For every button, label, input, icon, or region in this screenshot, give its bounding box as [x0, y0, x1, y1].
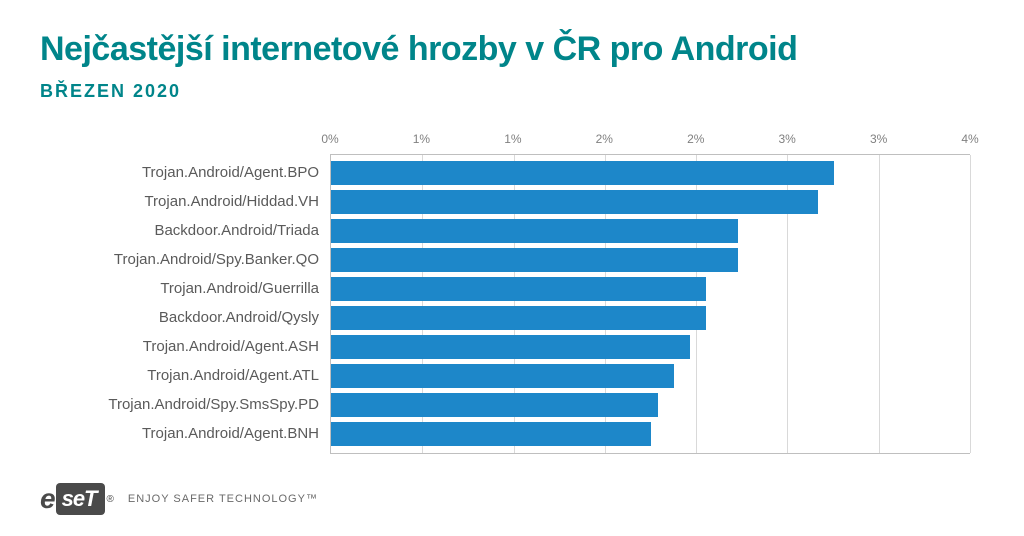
chart-area: 0%1%1%2%2%3%3%4% Trojan.Android/Agent.BP… [330, 132, 970, 462]
bar-label: Trojan.Android/Agent.ATL [147, 364, 331, 388]
bar-row: Backdoor.Android/Qysly [331, 306, 970, 330]
bar [331, 277, 706, 301]
x-tick-label: 0% [321, 132, 338, 146]
bar-label: Trojan.Android/Agent.ASH [143, 335, 331, 359]
x-tick-label: 1% [504, 132, 521, 146]
bar-label: Trojan.Android/Spy.SmsSpy.PD [108, 393, 331, 417]
bar-row: Trojan.Android/Hiddad.VH [331, 190, 970, 214]
bar [331, 219, 738, 243]
plot-region: Trojan.Android/Agent.BPO Trojan.Android/H… [330, 154, 970, 454]
chart-title: Nejčastější internetové hrozby v ČR pro … [40, 30, 984, 69]
bar-label: Trojan.Android/Hiddad.VH [144, 190, 331, 214]
x-axis: 0%1%1%2%2%3%3%4% [330, 132, 970, 154]
logo-letter-e: e [40, 483, 56, 515]
bar-label: Trojan.Android/Agent.BNH [142, 422, 331, 446]
bar [331, 248, 738, 272]
bar-row: Trojan.Android/Agent.ATL [331, 364, 970, 388]
bar [331, 190, 818, 214]
gridline [970, 155, 971, 453]
bar-label: Backdoor.Android/Triada [154, 219, 331, 243]
bar [331, 393, 658, 417]
bar-row: Trojan.Android/Agent.BNH [331, 422, 970, 446]
bar [331, 306, 706, 330]
tagline: ENJOY SAFER TECHNOLOGY™ [128, 493, 318, 505]
bar-label: Trojan.Android/Guerrilla [160, 277, 331, 301]
bar-row: Trojan.Android/Spy.SmsSpy.PD [331, 393, 970, 417]
bar-label: Backdoor.Android/Qysly [159, 306, 331, 330]
x-tick-label: 1% [413, 132, 430, 146]
bar-row: Trojan.Android/Agent.BPO [331, 161, 970, 185]
bar-label: Trojan.Android/Agent.BPO [142, 161, 331, 185]
chart-subtitle: BŘEZEN 2020 [40, 81, 984, 102]
bar [331, 422, 651, 446]
logo-set-box: seT [56, 483, 105, 515]
x-tick-label: 3% [870, 132, 887, 146]
footer: e seT ® ENJOY SAFER TECHNOLOGY™ [40, 482, 318, 516]
bar [331, 335, 690, 359]
bar-row: Trojan.Android/Spy.Banker.QO [331, 248, 970, 272]
x-tick-label: 2% [596, 132, 613, 146]
bar [331, 161, 834, 185]
bar-row: Trojan.Android/Guerrilla [331, 277, 970, 301]
x-tick-label: 3% [778, 132, 795, 146]
bar-label: Trojan.Android/Spy.Banker.QO [114, 248, 331, 272]
logo-registered-icon: ® [107, 494, 114, 505]
bar [331, 364, 674, 388]
x-tick-label: 2% [687, 132, 704, 146]
eset-logo: e seT ® [40, 482, 114, 516]
bar-row: Trojan.Android/Agent.ASH [331, 335, 970, 359]
bar-row: Backdoor.Android/Triada [331, 219, 970, 243]
x-tick-label: 4% [961, 132, 978, 146]
